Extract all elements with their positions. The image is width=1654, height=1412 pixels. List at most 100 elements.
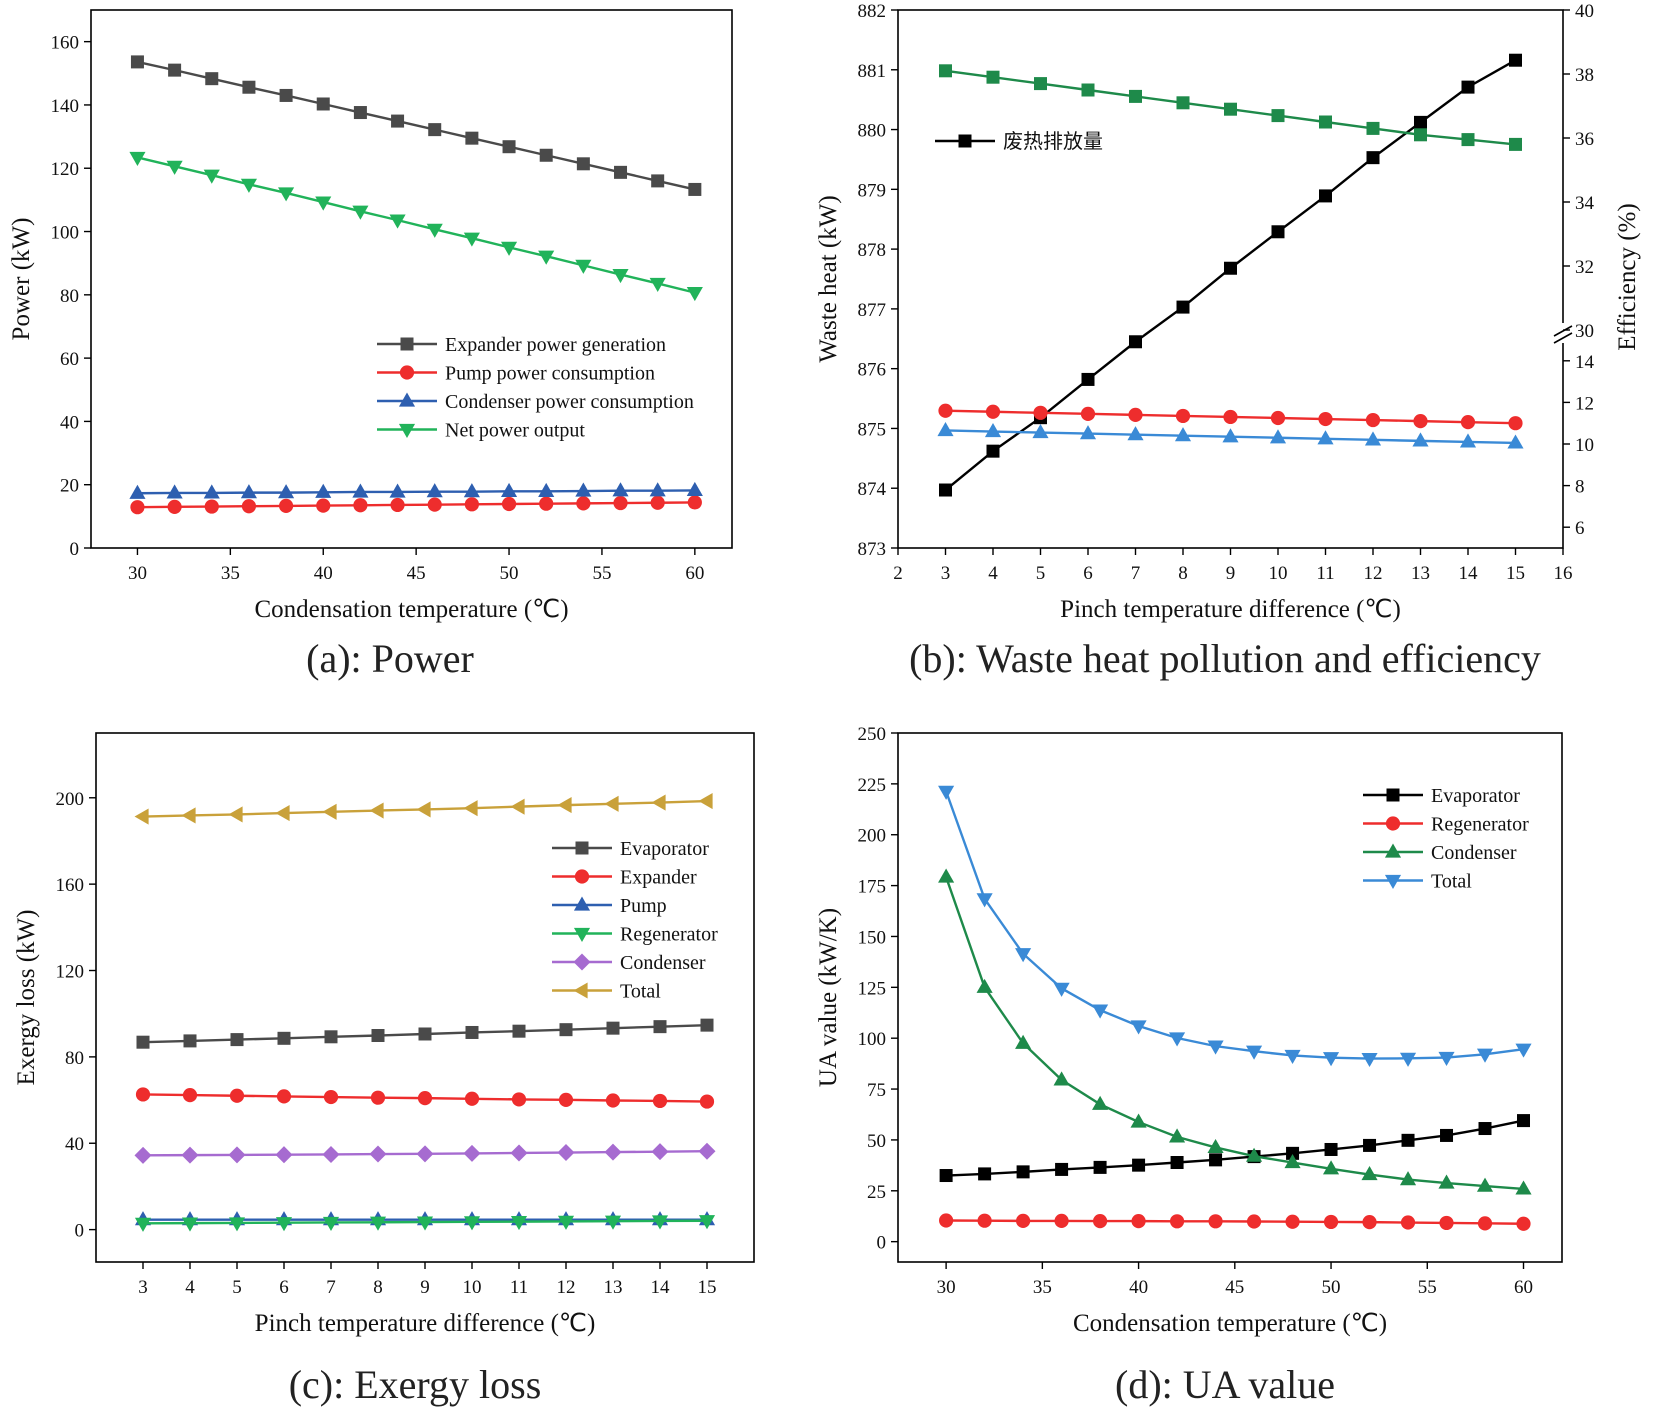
y-tick-label: 250 <box>858 724 887 745</box>
data-point-total <box>1169 1032 1186 1047</box>
data-point-regenerator <box>698 1215 716 1230</box>
data-point-net-power-output <box>500 241 518 256</box>
x-tick-label: 6 <box>1083 563 1093 584</box>
data-point-series-4 <box>1222 428 1239 443</box>
data-point-expander <box>135 1087 151 1102</box>
data-point-series-4 <box>1364 431 1382 446</box>
data-point-condenser <box>322 1145 340 1163</box>
y-tick-label: 75 <box>867 1080 886 1101</box>
data-point-expander <box>417 1091 433 1106</box>
data-point-condenser-power-consumption <box>500 482 518 497</box>
data-point-total <box>557 797 572 814</box>
data-point-series <box>939 483 952 497</box>
data-point-series-2 <box>1461 133 1475 147</box>
data-point-series-3 <box>1318 411 1333 427</box>
chart-panel-1: 30 35 40 45 50 55 60 0 20 40 60 80 100 120 140 160 Conde… <box>8 9 733 681</box>
x-tick-label: 7 <box>1131 563 1141 584</box>
x-tick-label: 4 <box>185 1277 195 1298</box>
data-point-evaporator <box>1016 1165 1030 1179</box>
data-point-expander-power-generation <box>502 140 516 154</box>
series-line-regenerator <box>946 1219 1524 1225</box>
data-point-series-2 <box>986 70 1000 84</box>
x-tick-label: 50 <box>1322 1277 1341 1298</box>
y-tick-label: 100 <box>858 1029 887 1050</box>
chart-panel-2: 2 3 4 5 6 7 8 9 10 11 12 13 14 15 16873874875876877878… <box>815 1 1641 681</box>
data-point-series <box>1081 372 1095 386</box>
legend-label: Condenser <box>620 952 706 974</box>
plot-frame <box>897 732 1563 1263</box>
legend-label: Pump <box>620 895 667 917</box>
data-point-total <box>651 794 666 811</box>
data-point-total <box>1130 1020 1147 1035</box>
y-tick-label: 881 <box>858 61 887 82</box>
data-point-expander-power-generation <box>242 80 256 94</box>
data-point-regenerator <box>1169 1214 1185 1229</box>
data-point-total <box>976 893 993 908</box>
data-point-condenser <box>416 1145 434 1163</box>
y2-tick-label: 8 <box>1575 477 1585 498</box>
data-point-total <box>938 785 955 800</box>
x-tick-label: 14 <box>1459 563 1479 584</box>
data-point-series-2 <box>1176 96 1190 110</box>
x-tick-label: 11 <box>510 1277 528 1298</box>
chart-panel-4: 30 35 40 45 50 55 60 0 25 50 75 100 125 150 175 200 225 2… <box>815 724 1563 1407</box>
data-point-evaporator <box>1363 1138 1377 1152</box>
data-point-condenser-power-consumption <box>649 482 666 497</box>
data-point-regenerator <box>1362 1215 1377 1230</box>
y2-tick-label: 12 <box>1575 393 1594 414</box>
data-point-expander <box>276 1089 292 1104</box>
data-point-total <box>1284 1049 1301 1064</box>
y2-tick-label: 32 <box>1575 257 1594 278</box>
legend-label: Net power output <box>445 420 585 442</box>
data-point-series-3 <box>1175 408 1191 424</box>
y2-tick-label: 36 <box>1575 129 1594 150</box>
data-point-pump-power-consumption <box>316 498 331 513</box>
x-tick-label: 40 <box>1129 1277 1148 1298</box>
data-point-series <box>1319 189 1332 203</box>
legend-label: Evaporator <box>1431 785 1520 807</box>
data-point-condenser <box>181 1146 199 1164</box>
legend-marker <box>958 134 972 148</box>
data-point-regenerator <box>1323 1214 1339 1230</box>
series-line-evaporator <box>946 1119 1524 1177</box>
x-tick-label: 8 <box>373 1277 383 1298</box>
data-point-regenerator <box>1439 1215 1454 1231</box>
data-point-regenerator <box>651 1215 669 1230</box>
y-tick-label: 160 <box>56 875 85 896</box>
data-point-condenser <box>1245 1147 1263 1162</box>
legend-marker <box>1385 816 1401 831</box>
data-point-condenser <box>1361 1166 1378 1181</box>
data-point-series-3 <box>1460 415 1476 430</box>
data-point-expander-power-generation <box>539 148 553 162</box>
y2-tick-label: 14 <box>1575 352 1595 373</box>
y-tick-label: 40 <box>60 412 79 433</box>
data-point-net-power-output <box>575 259 592 274</box>
data-point-total <box>1245 1045 1263 1060</box>
data-point-condenser-power-consumption <box>538 482 555 497</box>
data-point-series <box>1224 261 1237 275</box>
data-point-condenser <box>1476 1177 1494 1192</box>
data-point-series-3 <box>1033 405 1048 420</box>
data-point-expander <box>605 1093 621 1108</box>
y-tick-label: 200 <box>56 789 85 810</box>
data-point-series-4 <box>1412 432 1429 447</box>
data-point-regenerator <box>1054 1213 1069 1229</box>
data-point-net-power-output <box>389 214 406 229</box>
data-point-expander <box>323 1089 339 1105</box>
data-point-pump-power-consumption <box>204 499 219 514</box>
legend-label: Condenser power consumption <box>445 391 694 413</box>
data-point-total <box>463 800 478 817</box>
legend-marker <box>573 982 588 999</box>
data-point-expander-power-generation <box>316 97 330 111</box>
data-point-pump-power-consumption <box>353 498 368 513</box>
data-point-total <box>1361 1052 1378 1068</box>
x-tick-label: 35 <box>1033 1277 1052 1298</box>
data-point-condenser <box>1438 1174 1455 1189</box>
data-point-condenser-power-consumption <box>612 482 629 497</box>
x-tick-label: 6 <box>279 1277 289 1298</box>
data-point-expander <box>652 1093 668 1109</box>
data-point-total <box>1053 982 1070 997</box>
data-point-condenser-power-consumption <box>240 484 257 499</box>
data-point-pump-power-consumption <box>650 495 665 510</box>
x-tick-label: 3 <box>138 1277 148 1298</box>
